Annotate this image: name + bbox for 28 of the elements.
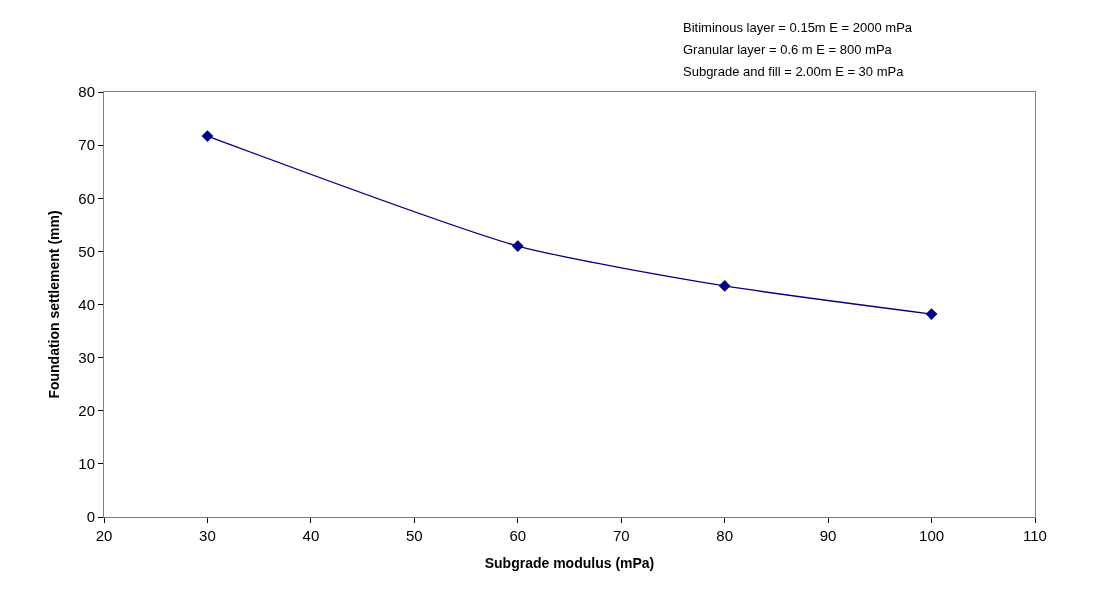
x-tick-label: 110: [1023, 527, 1047, 544]
x-tick-label: 70: [612, 527, 630, 544]
y-tick-label: 60: [78, 189, 95, 207]
point: [201, 130, 214, 142]
x-tick-label: 90: [819, 527, 837, 544]
point: [925, 308, 938, 320]
text: Bitiminous layer = 0.15m E = 2000 mPa: [683, 20, 913, 35]
text: Subgrade and fill = 2.00m E = 30 mPa: [683, 64, 905, 79]
y-tick-label: 80: [78, 83, 95, 101]
point: [718, 280, 731, 292]
y-tick-label: 20: [78, 402, 95, 419]
point: [511, 240, 524, 252]
x-tick-label: 40: [302, 527, 320, 544]
y-tick-label: 30: [78, 348, 95, 366]
x-tick-label: 30: [199, 527, 216, 544]
x-tick-label: 60: [509, 527, 527, 544]
x-tick-label: 80: [716, 527, 734, 544]
y-tick-label: 50: [78, 242, 95, 260]
y-tick-label: 40: [78, 295, 95, 313]
y-tick-label: 10: [78, 455, 95, 473]
x-axis-title: Subgrade modulus (mPa): [484, 555, 655, 572]
x-tick-label: 20: [95, 527, 113, 544]
text: Granular layer = 0.6 m E = 800 mPa: [683, 42, 893, 57]
x-tick-label: 50: [405, 527, 423, 544]
y-tick-label: 0: [86, 508, 95, 526]
x-tick-label: 100: [919, 527, 945, 544]
y-axis-title: Foundation settlement (mm): [45, 210, 62, 399]
y-tick-label: 70: [78, 136, 95, 154]
